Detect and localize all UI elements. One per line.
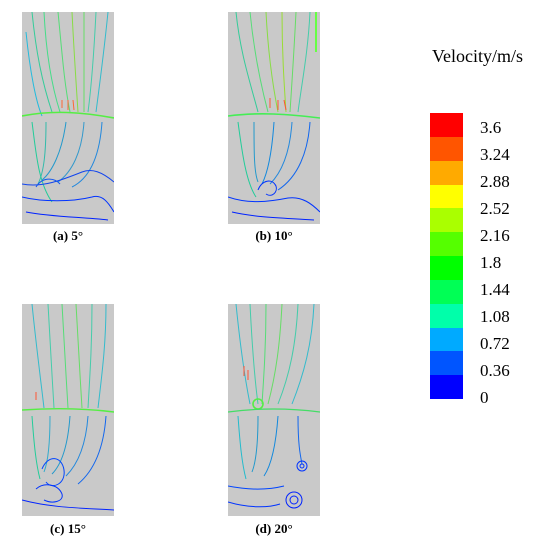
- streamline-panel-a: [22, 12, 114, 224]
- caption-d: (d) 20°: [255, 521, 293, 536]
- streamlines-a: [22, 12, 114, 221]
- caption-b: (b) 10°: [255, 228, 293, 243]
- streamlines-c: [22, 304, 114, 511]
- streamline-panel-c: [22, 304, 114, 516]
- color-scale-bar: [430, 113, 463, 400]
- legend-tick-label: 3.24: [480, 145, 510, 164]
- caption-c: (c) 15°: [50, 521, 86, 536]
- streamline-panel-b: [228, 12, 320, 224]
- legend-tick-label: 2.16: [480, 226, 510, 245]
- legend-tick-label: 3.6: [480, 118, 502, 137]
- legend-color-cell: [430, 279, 463, 304]
- legend-tick-label: 1.08: [480, 307, 510, 326]
- legend-tick-label: 0.72: [480, 334, 510, 353]
- legend-color-cell: [430, 256, 463, 280]
- streamlines-d: [228, 304, 320, 509]
- legend-color-cell: [430, 113, 463, 137]
- legend-tick-label: 2.52: [480, 199, 510, 218]
- legend-tick-label: 0: [480, 388, 489, 407]
- legend-color-cell: [430, 327, 463, 352]
- legend-tick-label: 2.88: [480, 172, 510, 191]
- legend-color-cell: [430, 136, 463, 161]
- legend-tick-label: 1.44: [480, 280, 510, 299]
- legend-color-cell: [430, 375, 463, 400]
- caption-a: (a) 5°: [52, 228, 84, 243]
- legend-tick-label: 1.8: [480, 253, 502, 272]
- legend-color-cell: [430, 208, 463, 233]
- streamline-panel-d: [228, 304, 320, 516]
- legend-color-cell: [430, 184, 463, 209]
- legend-tick-label: 0.36: [480, 361, 510, 380]
- legend-color-cell: [430, 303, 463, 328]
- streamlines-b: [228, 12, 320, 221]
- legend-title: Velocity/m/s: [432, 46, 523, 66]
- legend-color-cell: [430, 160, 463, 185]
- legend-color-cell: [430, 232, 463, 257]
- legend-color-cell: [430, 351, 463, 376]
